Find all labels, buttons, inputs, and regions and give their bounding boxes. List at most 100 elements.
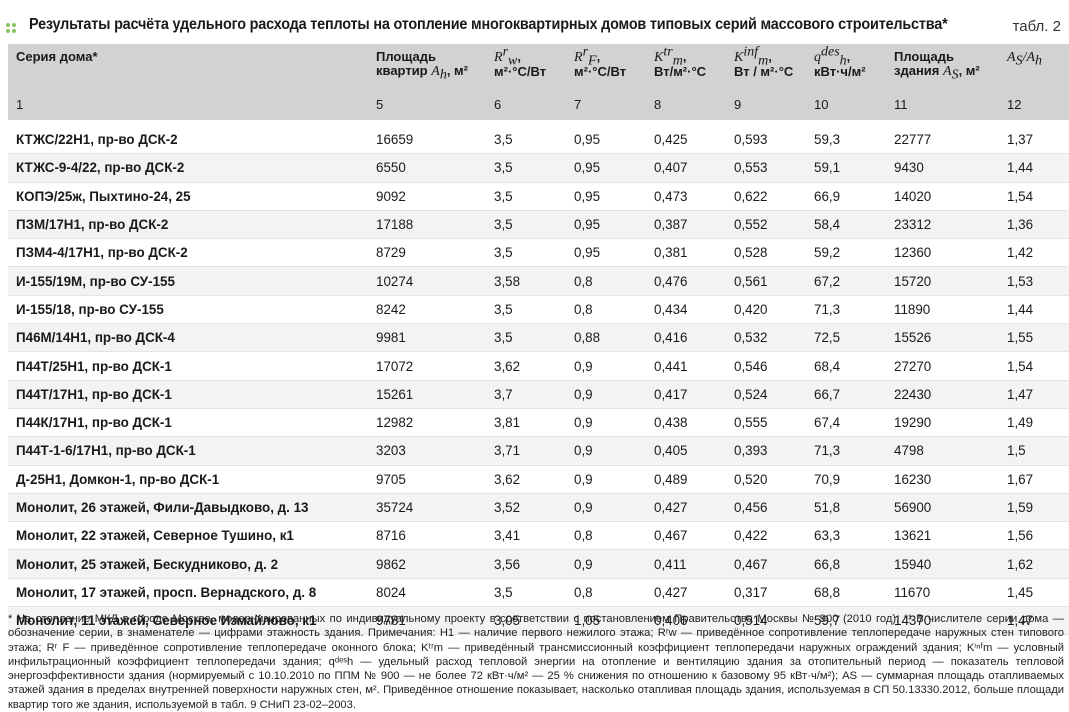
- series-cell: ПЗМ/17Н1, пр-во ДСК-2: [8, 210, 368, 240]
- value-cell: 0,393: [726, 436, 806, 466]
- series-cell: П44Т/17Н1, пр-во ДСК-1: [8, 380, 368, 409]
- header-ratio: AS/Ah: [999, 44, 1069, 92]
- value-cell: 3,5: [486, 153, 566, 183]
- series-cell: П44К/17Н1, пр-во ДСК-1: [8, 408, 368, 438]
- value-cell: 51,8: [806, 493, 886, 523]
- value-cell: 0,407: [646, 153, 726, 183]
- column-number: 1: [8, 92, 368, 120]
- value-cell: 1,5: [999, 436, 1069, 466]
- value-cell: 9705: [368, 465, 486, 494]
- table-row: Монолит, 22 этажей, Северное Тушино, к1 8…: [8, 521, 1069, 551]
- value-cell: 8242: [368, 295, 486, 325]
- value-cell: 66,9: [806, 182, 886, 211]
- value-cell: 9430: [886, 153, 999, 183]
- series-cell: Монолит, 17 этажей, просп. Вернадского, …: [8, 578, 368, 608]
- value-cell: 0,546: [726, 351, 806, 381]
- value-cell: 0,95: [566, 210, 646, 240]
- value-cell: 63,3: [806, 521, 886, 551]
- value-cell: 1,44: [999, 153, 1069, 183]
- value-cell: 3,41: [486, 521, 566, 551]
- value-cell: 3,71: [486, 436, 566, 466]
- column-number: 6: [486, 92, 566, 120]
- value-cell: 22430: [886, 380, 999, 409]
- table-row: П46М/14Н1, пр-во ДСК-4 9981 3,5 0,88 0,416 0,…: [8, 323, 1069, 353]
- value-cell: 0,552: [726, 210, 806, 240]
- column-number: 12: [999, 92, 1069, 120]
- value-cell: 1,47: [999, 380, 1069, 409]
- header-building-area: Площадь здания AS, м²: [886, 44, 999, 92]
- table-row: П44Т/17Н1, пр-во ДСК-1 15261 3,7 0,9 0,417 0,…: [8, 380, 1069, 409]
- value-cell: 1,42: [999, 238, 1069, 268]
- header-apartment-area: Площадь квартир Ah, м²: [368, 44, 486, 92]
- series-cell: КТЖС/22Н1, пр-во ДСК-2: [8, 126, 368, 155]
- value-cell: 59,7: [806, 606, 886, 636]
- value-cell: 9862: [368, 549, 486, 579]
- value-cell: 3,58: [486, 266, 566, 296]
- value-cell: 1,54: [999, 182, 1069, 211]
- value-cell: 58,4: [806, 210, 886, 240]
- series-cell: П44Т/25Н1, пр-во ДСК-1: [8, 351, 368, 381]
- value-cell: 0,9: [566, 465, 646, 494]
- header-rw: Rrw, м²·°С/Вт: [486, 44, 566, 92]
- value-cell: 15720: [886, 266, 999, 296]
- value-cell: 0,427: [646, 493, 726, 523]
- value-cell: 27270: [886, 351, 999, 381]
- value-cell: 0,317: [726, 578, 806, 608]
- table-row: Монолит, 25 этажей, Бескудниково, д. 2 98…: [8, 549, 1069, 579]
- value-cell: 71,3: [806, 436, 886, 466]
- value-cell: 1,36: [999, 210, 1069, 240]
- bullet-dots-icon: [6, 23, 18, 33]
- value-cell: 19290: [886, 408, 999, 438]
- series-cell: КТЖС-9-4/22, пр-во ДСК-2: [8, 153, 368, 183]
- table-row: И-155/19М, пр-во СУ-155 10274 3,58 0,8 0,476…: [8, 266, 1069, 296]
- value-cell: 0,555: [726, 408, 806, 438]
- column-number: 9: [726, 92, 806, 120]
- value-cell: 0,427: [646, 578, 726, 608]
- header-ktr: Ktrm, Вт/м²·°С: [646, 44, 726, 92]
- value-cell: 72,5: [806, 323, 886, 353]
- value-cell: 0,524: [726, 380, 806, 409]
- value-cell: 0,473: [646, 182, 726, 211]
- value-cell: 0,422: [726, 521, 806, 551]
- value-cell: 66,8: [806, 549, 886, 579]
- series-cell: Монолит, 25 этажей, Бескудниково, д. 2: [8, 549, 368, 579]
- value-cell: 67,2: [806, 266, 886, 296]
- value-cell: 0,9: [566, 436, 646, 466]
- value-cell: 1,56: [999, 521, 1069, 551]
- value-cell: 66,7: [806, 380, 886, 409]
- value-cell: 0,8: [566, 266, 646, 296]
- header-rf: RrF, м²·°С/Вт: [566, 44, 646, 92]
- value-cell: 67,4: [806, 408, 886, 438]
- value-cell: 3,5: [486, 323, 566, 353]
- value-cell: 0,95: [566, 153, 646, 183]
- table-row: Монолит, 26 этажей, Фили-Давыдково, д. 1…: [8, 493, 1069, 523]
- header-kinf: Kinfm, Вт / м²·°С: [726, 44, 806, 92]
- value-cell: 0,405: [646, 436, 726, 466]
- value-cell: 1,55: [999, 323, 1069, 353]
- value-cell: 14370: [886, 606, 999, 636]
- value-cell: 0,553: [726, 153, 806, 183]
- value-cell: 3203: [368, 436, 486, 466]
- value-cell: 0,593: [726, 126, 806, 155]
- column-number: 8: [646, 92, 726, 120]
- value-cell: 3,5: [486, 578, 566, 608]
- value-cell: 59,3: [806, 126, 886, 155]
- value-cell: 8729: [368, 238, 486, 268]
- value-cell: 3,05: [486, 606, 566, 636]
- table-row: П44К/17Н1, пр-во ДСК-1 12982 3,81 0,9 0,438 0…: [8, 408, 1069, 438]
- series-cell: Монолит, 22 этажей, Северное Тушино, к1: [8, 521, 368, 551]
- series-cell: И-155/19М, пр-во СУ-155: [8, 266, 368, 296]
- value-cell: 0,387: [646, 210, 726, 240]
- table-row: КОПЭ/25ж, Пыхтино-24, 25 9092 3,5 0,95 0,473…: [8, 182, 1069, 211]
- table-row: КТЖС-9-4/22, пр-во ДСК-2 6550 3,5 0,95 0,407…: [8, 153, 1069, 183]
- value-cell: 1,37: [999, 126, 1069, 155]
- results-table-container: Серия дома* Площадь квартир Ah, м² Rrw, …: [8, 44, 1069, 636]
- value-cell: 1,47: [999, 606, 1069, 636]
- value-cell: 0,406: [646, 606, 726, 636]
- value-cell: 15526: [886, 323, 999, 353]
- value-cell: 6550: [368, 153, 486, 183]
- value-cell: 0,9: [566, 549, 646, 579]
- column-number: 11: [886, 92, 999, 120]
- value-cell: 9092: [368, 182, 486, 211]
- value-cell: 1,59: [999, 493, 1069, 523]
